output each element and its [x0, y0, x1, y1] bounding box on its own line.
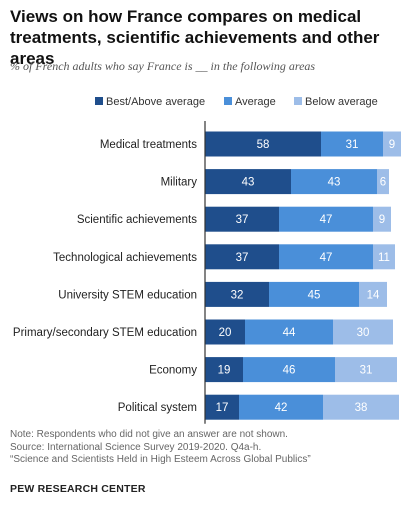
chart-footer: Note: Respondents who did not give an an…	[10, 429, 311, 467]
footer-note: Note: Respondents who did not give an an…	[10, 429, 311, 442]
data-label: 47	[320, 252, 333, 264]
legend-swatch-1	[95, 97, 103, 105]
data-label: 19	[218, 365, 231, 377]
data-label: 9	[379, 214, 385, 226]
data-label: 43	[328, 177, 341, 189]
footer-source: Source: International Science Survey 201…	[10, 442, 311, 455]
data-label: 43	[242, 177, 255, 189]
data-label: 30	[357, 327, 370, 339]
data-label: 37	[236, 252, 249, 264]
data-label: 32	[231, 289, 244, 301]
legend-swatch-2	[224, 97, 232, 105]
legend-swatch-3	[294, 97, 302, 105]
data-label: 38	[355, 402, 368, 414]
stacked-bar-chart: Best/Above average Average Below average Me…	[0, 85, 420, 425]
data-label: 47	[320, 214, 333, 226]
footer-report: “Science and Scientists Held in High Est…	[10, 454, 311, 467]
category-label: Scientific achievements	[77, 214, 197, 226]
data-label: 14	[367, 289, 380, 301]
category-label: Economy	[149, 365, 197, 377]
data-label: 58	[257, 139, 270, 151]
data-label: 42	[275, 402, 288, 414]
data-label: 31	[346, 139, 359, 151]
data-label: 44	[283, 327, 296, 339]
data-label: 31	[360, 365, 373, 377]
data-label: 46	[283, 365, 296, 377]
category-label: Technological achievements	[53, 252, 197, 264]
data-label: 6	[380, 177, 386, 189]
category-label: Military	[161, 177, 198, 189]
category-label: Political system	[118, 402, 197, 414]
organization-logo-text: PEW RESEARCH CENTER	[10, 483, 146, 495]
legend-label-3: Below average	[305, 96, 378, 108]
chart-subtitle: % of French adults who say France is __ …	[10, 59, 315, 74]
data-label: 20	[219, 327, 232, 339]
category-label: University STEM education	[58, 289, 197, 301]
legend-label-1: Best/Above average	[106, 96, 205, 108]
category-label: Primary/secondary STEM education	[13, 327, 197, 339]
data-label: 9	[389, 139, 395, 151]
legend-label-2: Average	[235, 96, 276, 108]
data-label: 17	[216, 402, 229, 414]
category-label: Medical treatments	[100, 139, 197, 151]
data-label: 11	[378, 252, 390, 264]
data-label: 45	[308, 289, 321, 301]
data-label: 37	[236, 214, 249, 226]
